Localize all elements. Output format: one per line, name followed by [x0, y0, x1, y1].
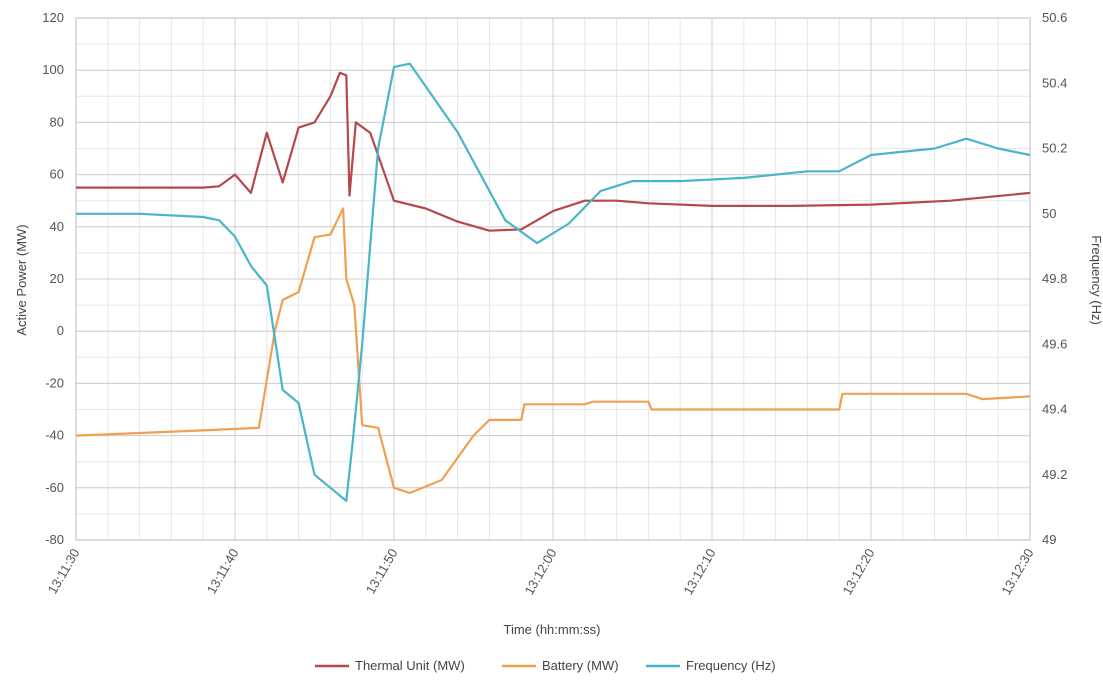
x-axis-title: Time (hh:mm:ss): [503, 622, 600, 637]
y-tick-label: 120: [42, 10, 64, 25]
y-tick-label: -40: [45, 428, 64, 443]
y2-tick-label: 49.6: [1042, 336, 1067, 351]
legend-label-thermal-unit: Thermal Unit (MW): [355, 658, 465, 673]
legend-label-frequency: Frequency (Hz): [686, 658, 776, 673]
y2-axis-ticks: 49 49.2 49.4 49.6 49.8 50 50.2 50.4 50.6: [1042, 10, 1067, 547]
y-tick-label: 0: [57, 323, 64, 338]
y2-tick-label: 49: [1042, 532, 1056, 547]
series-line-frequency: [76, 62, 1031, 502]
x-tick-label: 13:11:50: [363, 546, 401, 596]
y2-axis-title: Frequency (Hz): [1089, 235, 1103, 325]
x-tick-label: 13:11:40: [204, 546, 242, 596]
y2-tick-label: 49.8: [1042, 271, 1067, 286]
y2-tick-label: 50.2: [1042, 141, 1067, 156]
y-axis-ticks: -80 -60 -40 -20 0 20 40 60 80 100 120: [42, 10, 64, 547]
y-tick-label: -80: [45, 532, 64, 547]
series-line-battery: [75, 207, 1031, 495]
grid: [75, 17, 1031, 541]
legend: Thermal Unit (MW) Battery (MW) Frequency (…: [315, 658, 776, 673]
x-tick-label: 13:12:20: [839, 546, 877, 597]
y2-tick-label: 50: [1042, 206, 1056, 221]
x-tick-label: 13:12:30: [998, 546, 1036, 597]
x-tick-label: 13:11:30: [45, 546, 83, 596]
series-lines: [75, 62, 1031, 502]
y2-tick-label: 50.6: [1042, 10, 1067, 25]
y-tick-label: 100: [42, 62, 64, 77]
y-tick-label: 20: [50, 271, 64, 286]
y-tick-label: -60: [45, 480, 64, 495]
x-tick-label: 13:12:00: [521, 546, 559, 597]
y2-tick-label: 50.4: [1042, 75, 1067, 90]
y-tick-label: -20: [45, 375, 64, 390]
y-axis-title: Active Power (MW): [14, 224, 29, 335]
legend-label-battery: Battery (MW): [542, 658, 619, 673]
x-axis-ticks: 13:11:30 13:11:40 13:11:50 13:12:00 13:12:10…: [45, 546, 1037, 597]
x-tick-label: 13:12:10: [680, 546, 718, 597]
series-line-thermal-unit: [76, 71, 1031, 232]
y2-tick-label: 49.4: [1042, 402, 1067, 417]
y-tick-label: 40: [50, 219, 64, 234]
y-tick-label: 60: [50, 167, 64, 182]
plot-border: [75, 17, 1031, 541]
y2-tick-label: 49.2: [1042, 467, 1067, 482]
y-tick-label: 80: [50, 114, 64, 129]
